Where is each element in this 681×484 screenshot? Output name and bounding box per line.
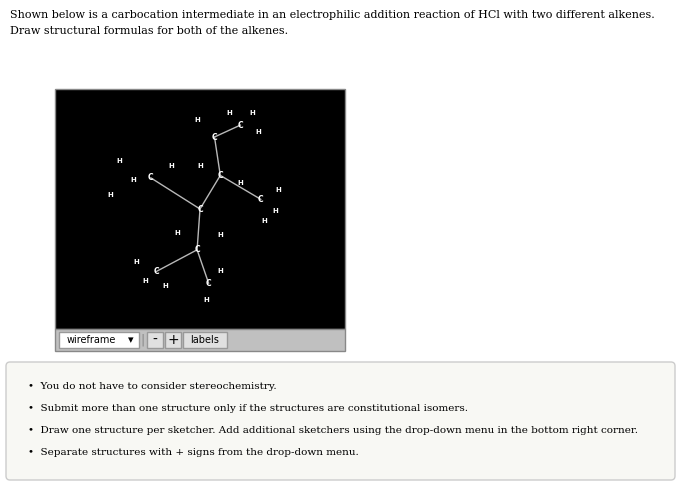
- FancyBboxPatch shape: [6, 362, 675, 480]
- FancyBboxPatch shape: [55, 89, 345, 329]
- Text: H: H: [142, 278, 148, 284]
- Text: H: H: [162, 283, 168, 289]
- Text: C: C: [217, 171, 223, 180]
- Text: •  Submit more than one structure only if the structures are constitutional isom: • Submit more than one structure only if…: [28, 404, 468, 413]
- Text: C: C: [212, 133, 217, 141]
- FancyBboxPatch shape: [165, 332, 181, 348]
- Text: +: +: [168, 333, 179, 347]
- Text: H: H: [107, 192, 113, 197]
- Text: H: H: [174, 230, 180, 236]
- Text: C: C: [148, 173, 153, 182]
- Text: C: C: [258, 195, 264, 204]
- Text: Draw structural formulas for both of the alkenes.: Draw structural formulas for both of the…: [10, 26, 288, 36]
- Text: H: H: [272, 209, 279, 214]
- Text: H: H: [238, 180, 244, 185]
- Text: H: H: [249, 110, 255, 116]
- Text: H: H: [116, 158, 122, 164]
- FancyBboxPatch shape: [59, 332, 139, 348]
- Text: H: H: [255, 129, 261, 135]
- Text: •  Draw one structure per sketcher. Add additional sketchers using the drop-down: • Draw one structure per sketcher. Add a…: [28, 426, 638, 435]
- Text: C: C: [194, 245, 200, 254]
- Text: C: C: [197, 205, 203, 213]
- FancyBboxPatch shape: [147, 332, 163, 348]
- Text: H: H: [168, 163, 174, 169]
- Text: •  Separate structures with + signs from the drop-down menu.: • Separate structures with + signs from …: [28, 448, 359, 457]
- Text: labels: labels: [191, 335, 219, 345]
- Text: H: H: [203, 297, 208, 303]
- Text: H: H: [261, 218, 267, 224]
- Text: H: H: [275, 187, 281, 193]
- FancyBboxPatch shape: [55, 329, 345, 351]
- Text: H: H: [131, 177, 136, 183]
- Text: H: H: [226, 110, 232, 116]
- Text: ▾: ▾: [128, 335, 133, 345]
- Text: H: H: [217, 232, 223, 239]
- Text: H: H: [194, 117, 200, 123]
- Text: •  You do not have to consider stereochemistry.: • You do not have to consider stereochem…: [28, 382, 276, 391]
- Text: H: H: [197, 163, 203, 169]
- FancyBboxPatch shape: [183, 332, 227, 348]
- Text: H: H: [133, 259, 139, 265]
- Text: C: C: [206, 279, 212, 288]
- Text: C: C: [154, 267, 159, 276]
- Text: wireframe: wireframe: [67, 335, 116, 345]
- Text: H: H: [217, 269, 223, 274]
- Text: Shown below is a carbocation intermediate in an electrophilic addition reaction : Shown below is a carbocation intermediat…: [10, 10, 654, 20]
- Text: C: C: [238, 121, 243, 130]
- Text: -: -: [153, 333, 157, 347]
- Text: |: |: [141, 333, 145, 347]
